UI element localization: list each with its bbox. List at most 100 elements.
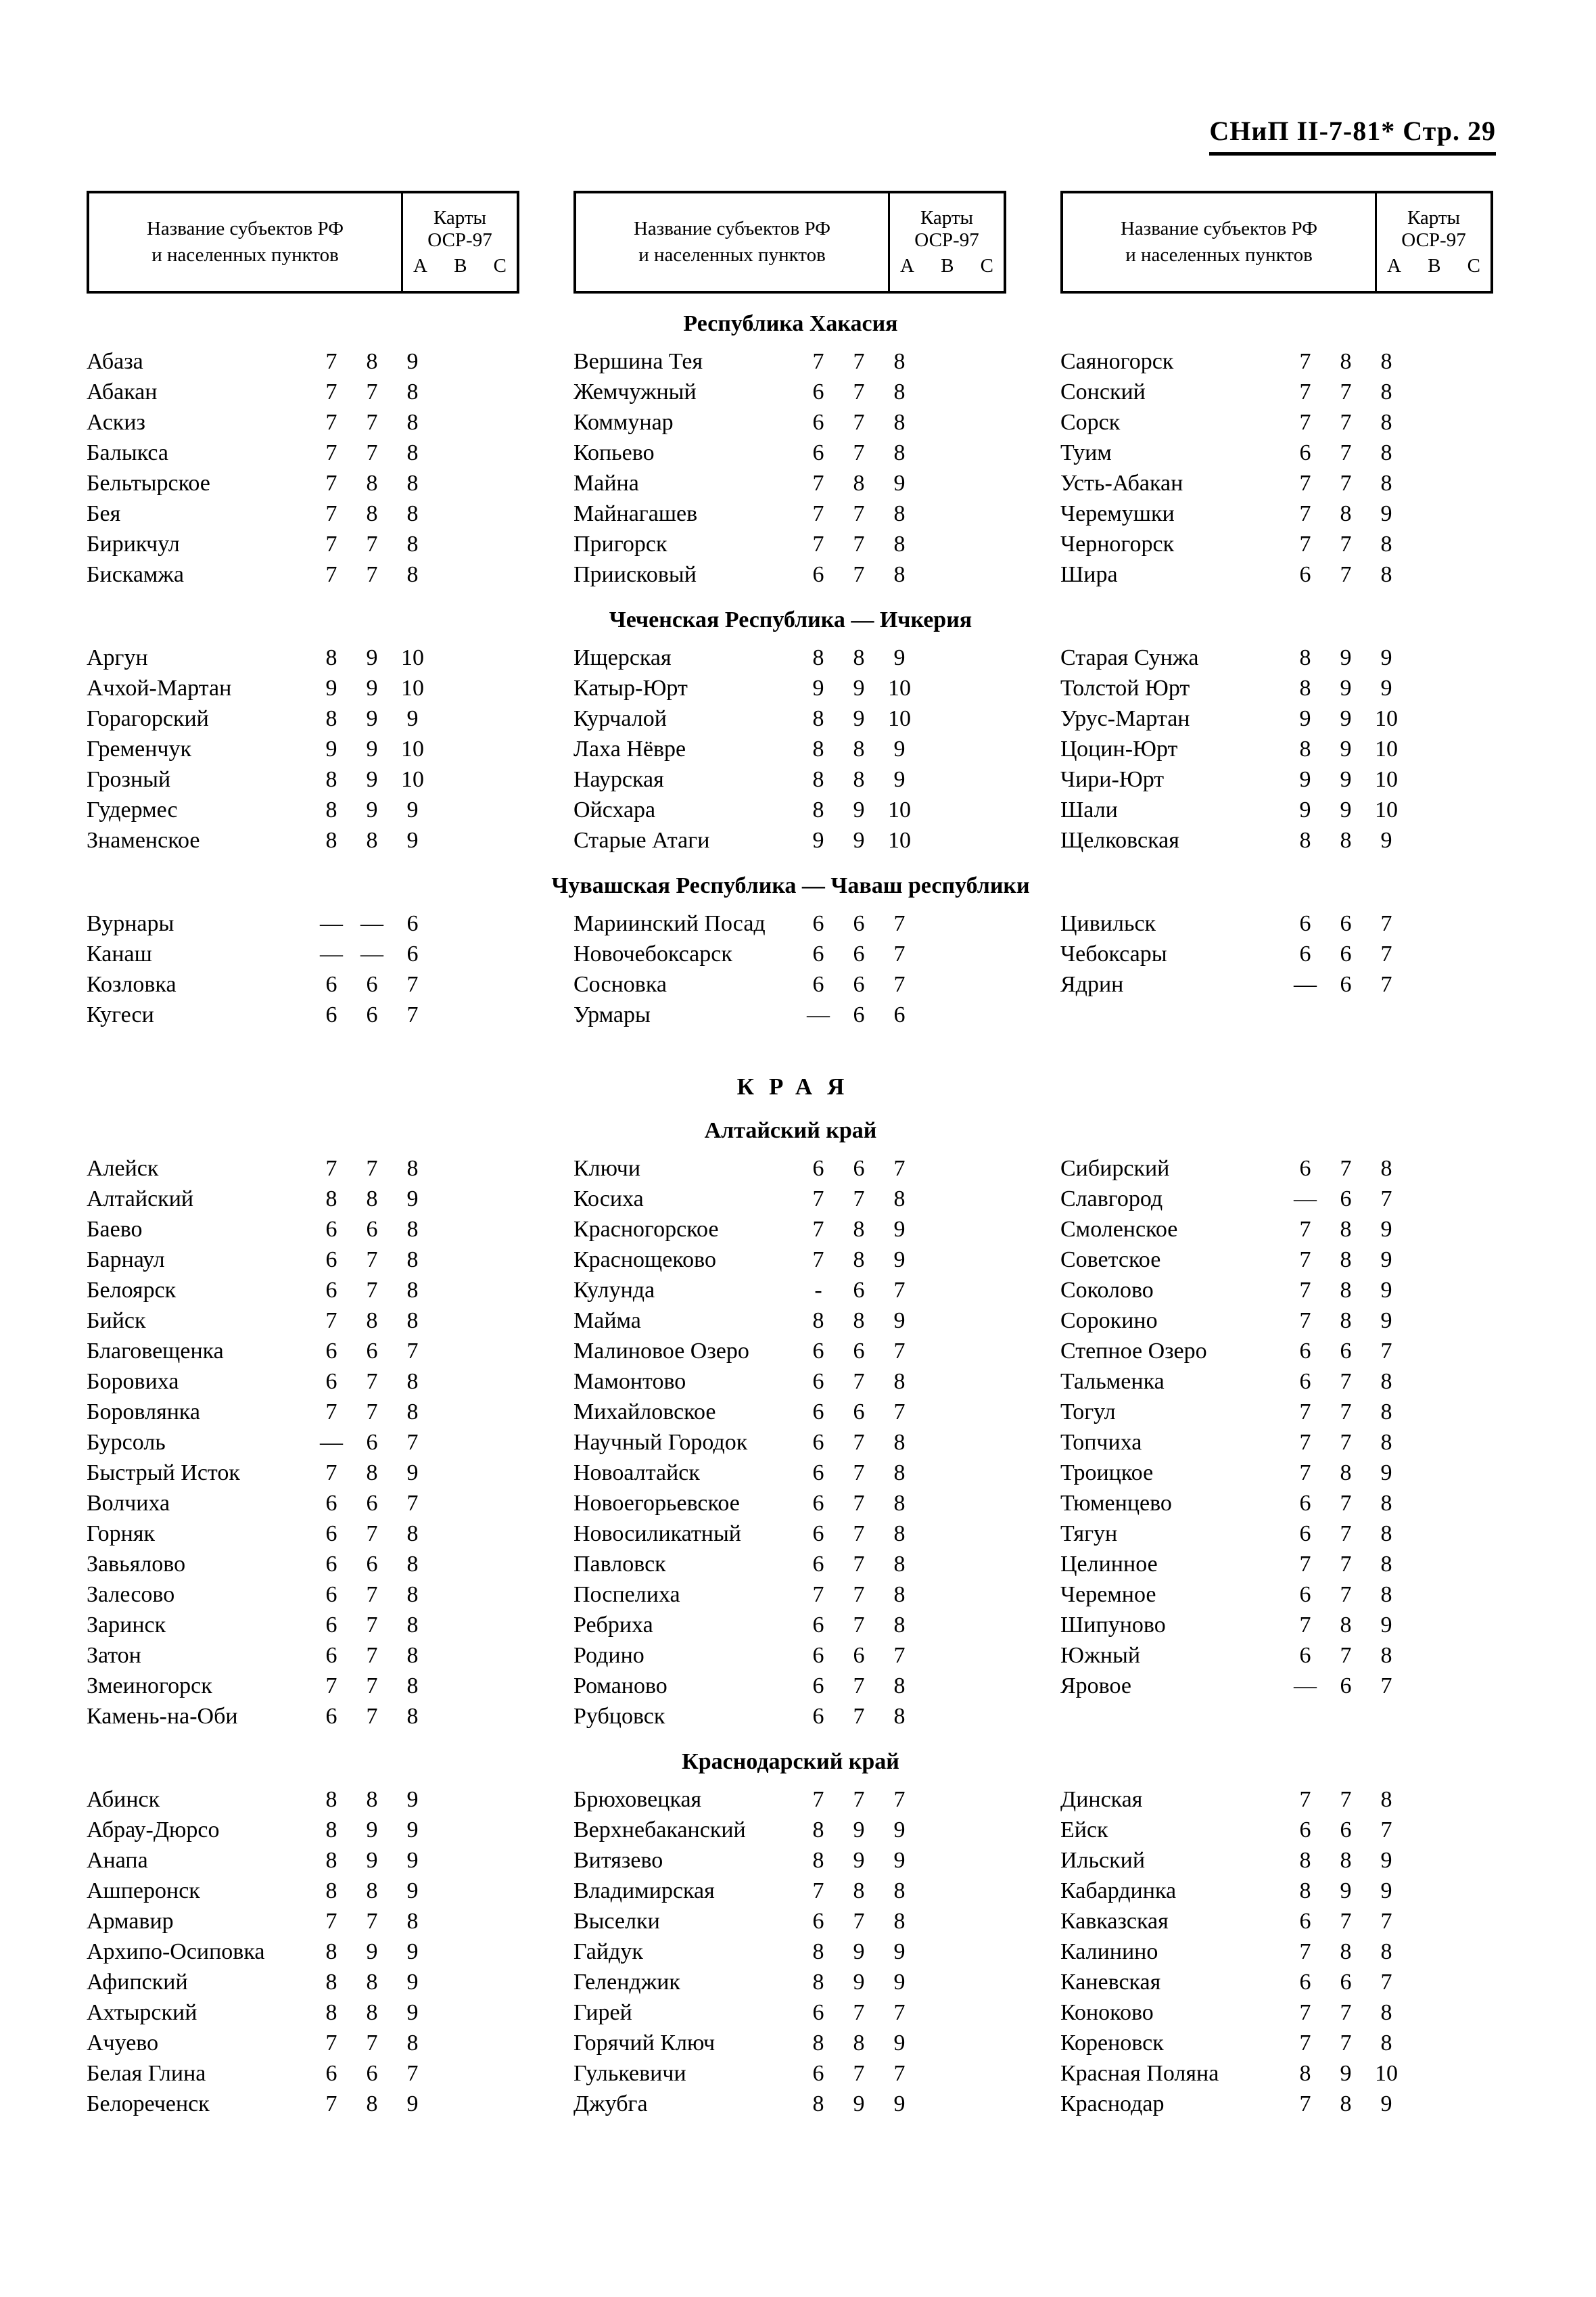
place-row: Косиха 7 7 8	[573, 1184, 1006, 1214]
map-value-b: 7	[1340, 1490, 1352, 1516]
map-value-a: 6	[812, 1908, 824, 1934]
map-value-a: 6	[325, 1002, 337, 1027]
map-values: 6 6 7	[311, 1002, 433, 1028]
map-value-b: 7	[366, 561, 378, 587]
place-row: Новочебоксарск 6 6 7	[573, 939, 1006, 969]
map-values: 6 7 8	[798, 562, 920, 588]
place-row: Ищерская 8 8 9	[573, 643, 1006, 673]
map-values: 6 7 8	[798, 1673, 920, 1699]
map-column-c-label: С	[493, 254, 507, 277]
map-value-a: 6	[325, 2060, 337, 2086]
place-row: Бельтырское 7 8 8	[87, 468, 519, 498]
map-value-c: 8	[893, 1581, 906, 1607]
map-value-a: 8	[812, 1969, 824, 1995]
map-value-b: 8	[1340, 1247, 1352, 1272]
place-name: Смоленское	[1060, 1216, 1178, 1242]
place-row: Топчиха 7 7 8	[1060, 1427, 1493, 1458]
place-name: Шира	[1060, 561, 1118, 587]
map-value-c: 9	[1380, 1460, 1392, 1485]
map-values: 8 8 9	[798, 645, 920, 671]
map-value-c: 9	[406, 1186, 419, 1211]
map-values: 8 9 10	[798, 706, 920, 732]
map-value-b: 7	[1340, 1786, 1352, 1812]
map-value-c: 8	[893, 1186, 906, 1211]
map-value-a: 7	[325, 531, 337, 557]
map-value-b: 6	[366, 1429, 378, 1455]
map-value-c: 10	[1375, 797, 1398, 822]
place-row: Белореченск 7 8 9	[87, 2089, 519, 2119]
place-name: Вершина Тея	[573, 348, 703, 374]
place-name: Гулькевичи	[573, 2060, 686, 2086]
place-row: Тогул 7 7 8	[1060, 1397, 1493, 1427]
map-value-c: 9	[893, 1939, 906, 1964]
map-value-b: 9	[853, 827, 865, 853]
map-value-a: 6	[1299, 1969, 1311, 1995]
place-name: Южный	[1060, 1642, 1141, 1668]
map-value-c: 9	[406, 348, 419, 374]
place-name: Цивильск	[1060, 910, 1156, 936]
page-content: Название субъектов РФ и населенных пункт…	[87, 191, 1495, 2119]
map-value-b: 9	[1340, 797, 1352, 822]
map-values: 7 7 8	[1285, 410, 1407, 436]
place-row: Соколово 7 8 9	[1060, 1275, 1493, 1305]
place-row: Гайдук 8 9 9	[573, 1936, 1006, 1967]
map-value-c: 9	[1380, 1847, 1392, 1873]
map-value-a: 8	[325, 1999, 337, 2025]
map-values: 9 9 10	[311, 737, 433, 762]
place-row: Наурская 8 8 9	[573, 764, 1006, 795]
place-column: Саяногорск 7 8 8 Сонский 7 7 8 Сорск 7 7 8 Туим 6 7 8 Ус…	[1060, 346, 1493, 590]
map-value-b: 8	[1340, 1612, 1352, 1638]
map-value-c: 8	[1380, 348, 1392, 374]
table-header-box: Название субъектов РФ и населенных пункт…	[87, 191, 519, 294]
place-row: Майнагашев 7 7 8	[573, 498, 1006, 529]
map-values: 7 7 8	[798, 1582, 920, 1608]
place-name: Сорокино	[1060, 1307, 1158, 1333]
map-value-b: 8	[366, 1999, 378, 2025]
place-row: Жемчужный 6 7 8	[573, 377, 1006, 407]
map-value-b: 7	[853, 1999, 865, 2025]
maps-label-line1: Карты	[1407, 206, 1461, 229]
map-value-a: 8	[812, 705, 824, 731]
table-header-name-cell: Название субъектов РФ и населенных пункт…	[576, 193, 890, 291]
map-value-c: 8	[406, 561, 419, 587]
map-values: 6 7 7	[798, 2000, 920, 2026]
map-values: 6 7 8	[798, 410, 920, 436]
map-values: 7 8 9	[1285, 1460, 1407, 1486]
map-value-a: 8	[325, 827, 337, 853]
place-name: Архипо-Осиповка	[87, 1939, 265, 1964]
map-values: 6 7 8	[1285, 1491, 1407, 1516]
place-row: Ачхой-Мартан 9 9 10	[87, 673, 519, 703]
region-group-title: КРАЯ	[736, 1073, 860, 1100]
place-name: Новосиликатный	[573, 1521, 741, 1546]
place-name: Бея	[87, 501, 121, 526]
map-values: 7 8 9	[798, 1217, 920, 1243]
place-name: Абрау-Дюрсо	[87, 1817, 220, 1842]
map-value-c: 8	[406, 501, 419, 526]
map-values: 7 8 8	[1285, 1939, 1407, 1965]
place-row: Ильский 8 8 9	[1060, 1845, 1493, 1876]
map-values: 6 6 7	[798, 1339, 920, 1364]
map-values: 7 7 8	[311, 440, 433, 466]
map-values: — — 6	[311, 911, 433, 937]
place-row: Завьялово 6 6 8	[87, 1549, 519, 1579]
place-name: Туим	[1060, 440, 1112, 465]
map-value-a: 6	[325, 1521, 337, 1546]
map-value-a: —	[320, 1429, 343, 1455]
map-value-a: 6	[325, 1490, 337, 1516]
map-values: 6 6 7	[798, 942, 920, 967]
map-value-b: 7	[366, 1521, 378, 1546]
map-values: 7 8 9	[798, 471, 920, 496]
place-column: Ключи 6 6 7 Косиха 7 7 8 Красногорское 7 8 9 Краснощ…	[573, 1153, 1006, 1732]
section-title: Алтайский край	[704, 1118, 877, 1143]
table-header-name-cell: Название субъектов РФ и населенных пункт…	[89, 193, 403, 291]
map-value-b: 9	[1340, 766, 1352, 792]
map-value-c: 8	[406, 1521, 419, 1546]
place-row: Степное Озеро 6 6 7	[1060, 1336, 1493, 1366]
place-name: Абакан	[87, 379, 158, 404]
map-value-b: 6	[1340, 971, 1352, 997]
map-values: 6 7 8	[798, 1460, 920, 1486]
map-value-b: 7	[853, 440, 865, 465]
place-name: Ачуево	[87, 2030, 159, 2056]
map-value-a: 7	[325, 1908, 337, 1934]
place-column: Мариинский Посад 6 6 7 Новочебоксарск 6 6 7 Сосн…	[573, 908, 1006, 1030]
